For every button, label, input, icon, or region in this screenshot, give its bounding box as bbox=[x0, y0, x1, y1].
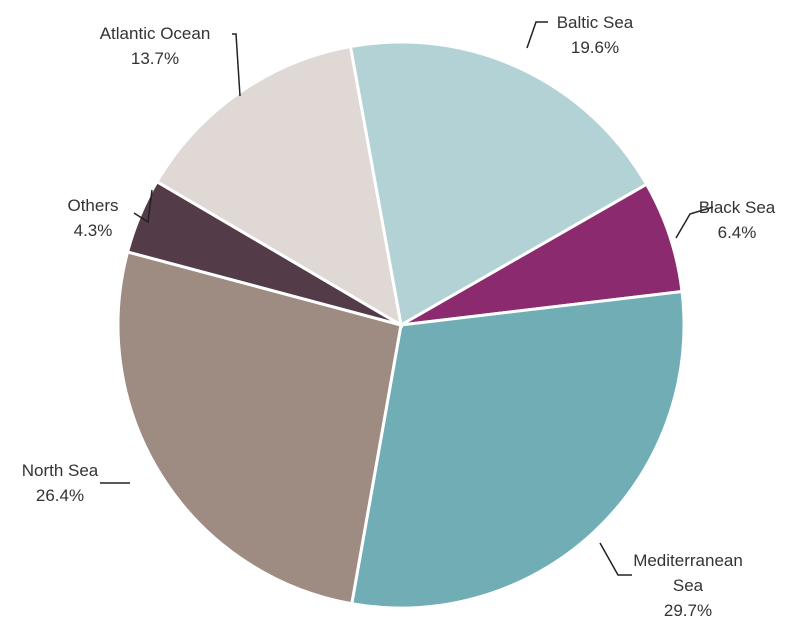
leader-line bbox=[599, 542, 632, 576]
pie-slice bbox=[348, 40, 649, 328]
leader-line bbox=[133, 189, 153, 224]
slice-percent: 13.7% bbox=[130, 49, 180, 68]
slice-percent: 4.3% bbox=[73, 221, 113, 240]
slice-name: North Sea bbox=[21, 461, 99, 480]
slice-label: Atlantic Ocean 13.7% bbox=[90, 21, 220, 71]
leader-line bbox=[526, 21, 548, 49]
pie-slice bbox=[350, 289, 686, 610]
slice-label: Baltic Sea 19.6% bbox=[530, 10, 660, 60]
slice-label: North Sea 26.4% bbox=[0, 458, 125, 508]
slice-percent: 19.6% bbox=[570, 38, 620, 57]
slice-label: Others 4.3% bbox=[28, 193, 158, 243]
slice-name: Others bbox=[67, 196, 119, 215]
leader-line bbox=[232, 33, 241, 97]
slice-name: Atlantic Ocean bbox=[99, 24, 211, 43]
slice-label: Black Sea 6.4% bbox=[672, 195, 802, 245]
slice-name: Black Sea bbox=[698, 198, 776, 217]
slice-percent: 6.4% bbox=[717, 223, 757, 242]
slice-percent: 26.4% bbox=[35, 486, 85, 505]
pie-slice bbox=[400, 182, 684, 327]
slice-percent: 29.7% bbox=[663, 601, 713, 620]
pie-slice bbox=[154, 44, 404, 328]
slice-name: Mediterranean Sea bbox=[633, 551, 743, 595]
pie-slice bbox=[116, 250, 403, 606]
slice-label: Mediterranean Sea 29.7% bbox=[623, 548, 753, 623]
leader-line bbox=[675, 206, 714, 239]
slice-name: Baltic Sea bbox=[556, 13, 634, 32]
